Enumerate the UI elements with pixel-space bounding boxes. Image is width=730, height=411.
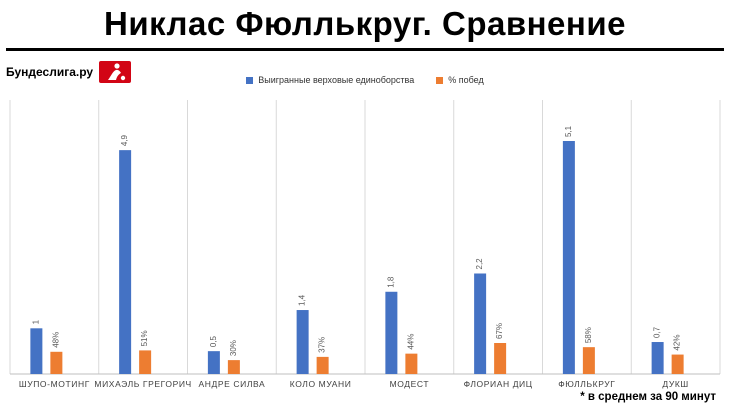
category-label: ШУПО-МОТИНГ bbox=[19, 379, 90, 389]
footnote: * в среднем за 90 минут bbox=[580, 391, 716, 403]
bar-series1 bbox=[207, 351, 220, 374]
bar-series2 bbox=[139, 350, 152, 374]
legend-swatch-series1 bbox=[246, 76, 254, 84]
category-label: МИХАЭЛЬ ГРЕГОРИЧ bbox=[94, 379, 191, 389]
bar-series2 bbox=[316, 356, 329, 374]
data-label-series2: 44% bbox=[406, 334, 415, 350]
bar-series1 bbox=[474, 273, 487, 374]
data-label-series2: 37% bbox=[318, 337, 327, 353]
data-label-series2: 30% bbox=[229, 340, 238, 356]
data-label-series1: 1,4 bbox=[298, 294, 307, 306]
data-label-series2: 48% bbox=[51, 332, 60, 348]
chart-legend: Выигранные верховые единоборства % побед bbox=[0, 75, 730, 85]
legend-label-series2: % побед bbox=[448, 75, 484, 85]
bar-series1 bbox=[119, 150, 132, 374]
bar-series1 bbox=[562, 141, 575, 374]
bar-series2 bbox=[671, 354, 684, 374]
data-label-series2: 51% bbox=[140, 330, 149, 346]
data-label-series1: 1,8 bbox=[386, 276, 395, 288]
bar-series2 bbox=[227, 360, 240, 374]
bundesliga-logo-icon bbox=[99, 61, 132, 83]
category-label: ФЛОРИАН ДИЦ bbox=[464, 379, 533, 389]
bar-series1 bbox=[296, 310, 309, 374]
title-divider bbox=[6, 48, 724, 51]
data-label-series2: 58% bbox=[584, 327, 593, 343]
data-label-series1: 2,2 bbox=[475, 258, 484, 270]
bar-series2 bbox=[494, 343, 507, 374]
data-label-series1: 4,9 bbox=[120, 134, 129, 146]
legend-item-series2: % побед bbox=[436, 75, 484, 85]
category-label: КОЛО МУАНИ bbox=[290, 379, 352, 389]
category-label: АНДРЕ СИЛВА bbox=[199, 379, 266, 389]
bar-series2 bbox=[50, 351, 63, 374]
brand: Бундеслига.ру bbox=[6, 61, 132, 83]
category-label: ФЮЛЛЬКРУГ bbox=[558, 379, 615, 389]
brand-name: Бундеслига.ру bbox=[6, 65, 94, 79]
legend-item-series1: Выигранные верховые единоборства bbox=[246, 75, 414, 85]
data-label-series1: 5,1 bbox=[564, 125, 573, 137]
bar-series1 bbox=[651, 342, 664, 374]
bar-series2 bbox=[405, 353, 418, 374]
bar-series1 bbox=[30, 328, 43, 374]
data-label-series2: 42% bbox=[673, 335, 682, 351]
category-label: ДУКШ bbox=[662, 379, 688, 389]
bar-series1 bbox=[385, 291, 398, 374]
page-title: Никлас Фюллькруг. Сравнение bbox=[104, 5, 626, 42]
data-label-series1: 0,5 bbox=[209, 335, 218, 347]
bar-series2 bbox=[582, 347, 595, 374]
category-label: МОДЕСТ bbox=[390, 379, 430, 389]
legend-swatch-series2 bbox=[436, 76, 444, 84]
data-label-series2: 67% bbox=[495, 323, 504, 339]
data-label-series1: 0,7 bbox=[653, 326, 662, 338]
legend-label-series1: Выигранные верховые единоборства bbox=[258, 75, 415, 85]
data-label-series1: 1 bbox=[31, 319, 40, 324]
